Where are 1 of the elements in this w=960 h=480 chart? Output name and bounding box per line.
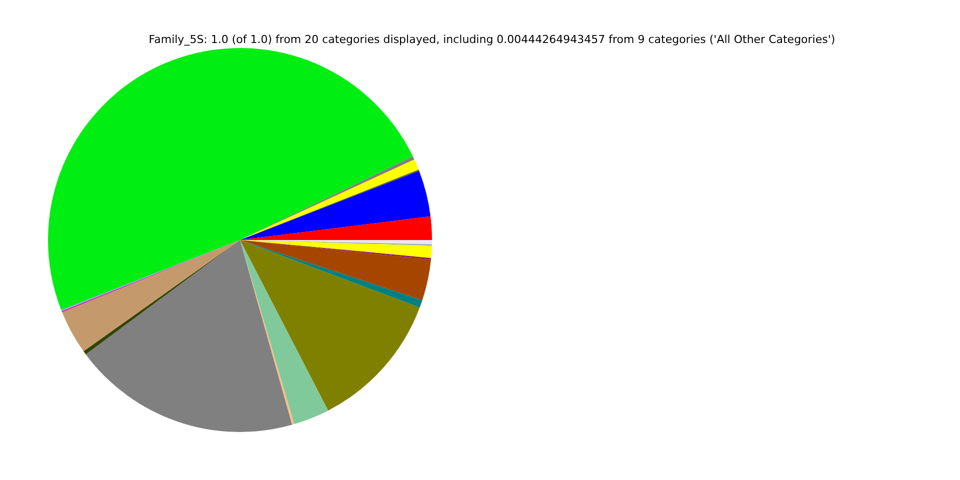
text: Family_5S: 1.0 (of 1.0) from 20 categories displayed, including 0.00444264943457 from 9 categories ('All Other Categories') <box>148 33 836 46</box>
